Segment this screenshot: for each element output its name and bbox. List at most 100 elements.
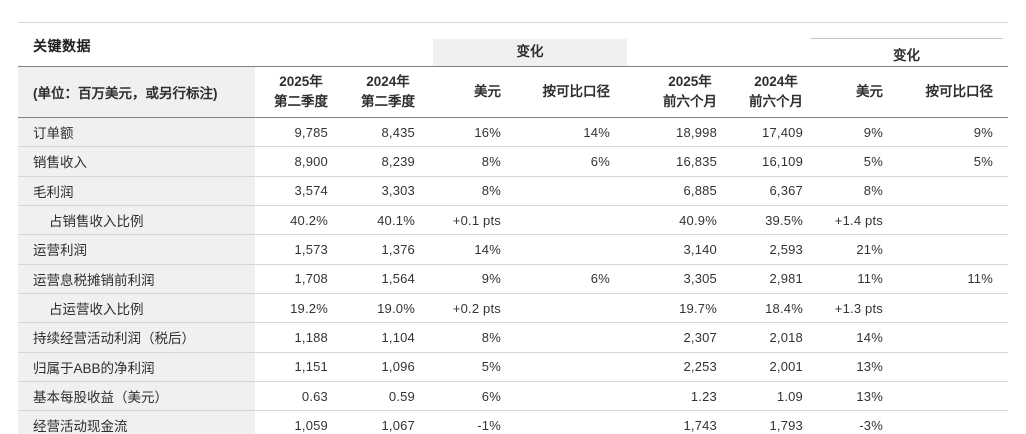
cell-value: 39.5% [719, 205, 805, 236]
cell-value: 1,188 [255, 322, 330, 353]
table-row: 持续经营活动利润（税后） 1,188 1,104 8% 2,307 2,018 14% [18, 322, 1008, 353]
cell-value: 40.2% [255, 205, 330, 236]
table-row: 运营息税摊销前利润 1,708 1,564 9% 6% 3,305 2,981 11% 11% [18, 264, 1008, 294]
key-data-table: (单位：百万美元，或另行标注) 2025年 第二季度 2024年 第二季度 美元 按可比口… [18, 66, 1008, 434]
cell-value: 1,564 [330, 264, 417, 294]
cell-value: 1,743 [612, 410, 719, 434]
table-row: 订单额 9,785 8,435 16% 14% 18,998 17,409 9% 9% [18, 117, 1008, 148]
cell-value [885, 234, 1008, 265]
change-group-header-quarter: 变化 [433, 39, 627, 66]
column-header: 2024年 第二季度 [330, 66, 417, 118]
change-group-header-halfyear: 变化 [810, 38, 1003, 64]
cell-value: 8% [417, 322, 503, 353]
cell-value: 2,307 [612, 322, 719, 353]
cell-value: 19.2% [255, 293, 330, 324]
row-label: 销售收入 [18, 146, 255, 177]
cell-value: 9,785 [255, 117, 330, 148]
cell-value: 17,409 [719, 117, 805, 148]
cell-value: 0.59 [330, 381, 417, 412]
cell-value [503, 205, 612, 236]
cell-value: 9% [885, 117, 1008, 148]
cell-value: 6% [503, 146, 612, 177]
table-row: 基本每股收益（美元） 0.63 0.59 6% 1.23 1.09 13% [18, 381, 1008, 412]
cell-value [503, 234, 612, 265]
cell-value: 6% [503, 264, 612, 294]
cell-value: 16,109 [719, 146, 805, 177]
row-label: 毛利润 [18, 176, 255, 206]
column-header: 2025年 前六个月 [612, 66, 719, 118]
cell-value: 1.23 [612, 381, 719, 412]
cell-value: 8,900 [255, 146, 330, 177]
cell-value: 3,303 [330, 176, 417, 206]
cell-value [503, 352, 612, 382]
cell-value: 2,253 [612, 352, 719, 382]
cell-value [885, 322, 1008, 353]
table-row: 归属于ABB的净利润 1,151 1,096 5% 2,253 2,001 13% [18, 352, 1008, 382]
column-header: 2024年 前六个月 [719, 66, 805, 118]
row-label: 运营利润 [18, 234, 255, 265]
column-header: 美元 [417, 66, 503, 118]
cell-value: -1% [417, 410, 503, 434]
cell-value [885, 293, 1008, 324]
row-label: 基本每股收益（美元） [18, 381, 255, 412]
cell-value: 6,885 [612, 176, 719, 206]
page-title: 关键数据 [33, 38, 91, 54]
cell-value [503, 381, 612, 412]
cell-value: 5% [417, 352, 503, 382]
cell-value: 14% [417, 234, 503, 265]
cell-value: 14% [503, 117, 612, 148]
cell-value [885, 410, 1008, 434]
row-label: 持续经营活动利润（税后） [18, 322, 255, 353]
cell-value: 1,573 [255, 234, 330, 265]
cell-value: +0.2 pts [417, 293, 503, 324]
cell-value: +1.3 pts [805, 293, 885, 324]
row-label: 经营活动现金流 [18, 410, 255, 434]
column-header: 按可比口径 [503, 66, 612, 118]
cell-value: 40.9% [612, 205, 719, 236]
cell-value: 1,708 [255, 264, 330, 294]
cell-value [503, 322, 612, 353]
cell-value: 16,835 [612, 146, 719, 177]
cell-value: 2,593 [719, 234, 805, 265]
row-label: 归属于ABB的净利润 [18, 352, 255, 382]
cell-value: 8% [417, 146, 503, 177]
cell-value: 1,793 [719, 410, 805, 434]
cell-value: 11% [885, 264, 1008, 294]
unit-note-header: (单位：百万美元，或另行标注) [18, 66, 255, 118]
cell-value: 6% [417, 381, 503, 412]
cell-value [503, 293, 612, 324]
cell-value: 5% [885, 146, 1008, 177]
cell-value: -3% [805, 410, 885, 434]
cell-value: 18.4% [719, 293, 805, 324]
cell-value: 6,367 [719, 176, 805, 206]
cell-value: 3,140 [612, 234, 719, 265]
cell-value: 19.0% [330, 293, 417, 324]
cell-value: 8% [417, 176, 503, 206]
cell-value: 1,059 [255, 410, 330, 434]
cell-value: +1.4 pts [805, 205, 885, 236]
cell-value: 2,001 [719, 352, 805, 382]
row-label: 占销售收入比例 [18, 205, 255, 236]
table-header-row: (单位：百万美元，或另行标注) 2025年 第二季度 2024年 第二季度 美元 按可比口… [18, 66, 1008, 118]
cell-value: 8% [805, 176, 885, 206]
row-label: 占运营收入比例 [18, 293, 255, 324]
cell-value: 3,305 [612, 264, 719, 294]
cell-value [503, 410, 612, 434]
table-row: 占销售收入比例 40.2% 40.1% +0.1 pts 40.9% 39.5% +1.4 … [18, 205, 1008, 236]
cell-value: 1.09 [719, 381, 805, 412]
table-row: 占运营收入比例 19.2% 19.0% +0.2 pts 19.7% 18.4% +1.3 … [18, 293, 1008, 324]
cell-value: 3,574 [255, 176, 330, 206]
cell-value: 9% [805, 117, 885, 148]
cell-value: 16% [417, 117, 503, 148]
cell-value [885, 176, 1008, 206]
cell-value: 13% [805, 381, 885, 412]
table-row: 运营利润 1,573 1,376 14% 3,140 2,593 21% [18, 234, 1008, 265]
cell-value: 9% [417, 264, 503, 294]
cell-value: 1,096 [330, 352, 417, 382]
table-row: 毛利润 3,574 3,303 8% 6,885 6,367 8% [18, 176, 1008, 206]
cell-value: 2,018 [719, 322, 805, 353]
cell-value [885, 352, 1008, 382]
column-header: 按可比口径 [885, 66, 1008, 118]
top-divider [18, 22, 1008, 23]
